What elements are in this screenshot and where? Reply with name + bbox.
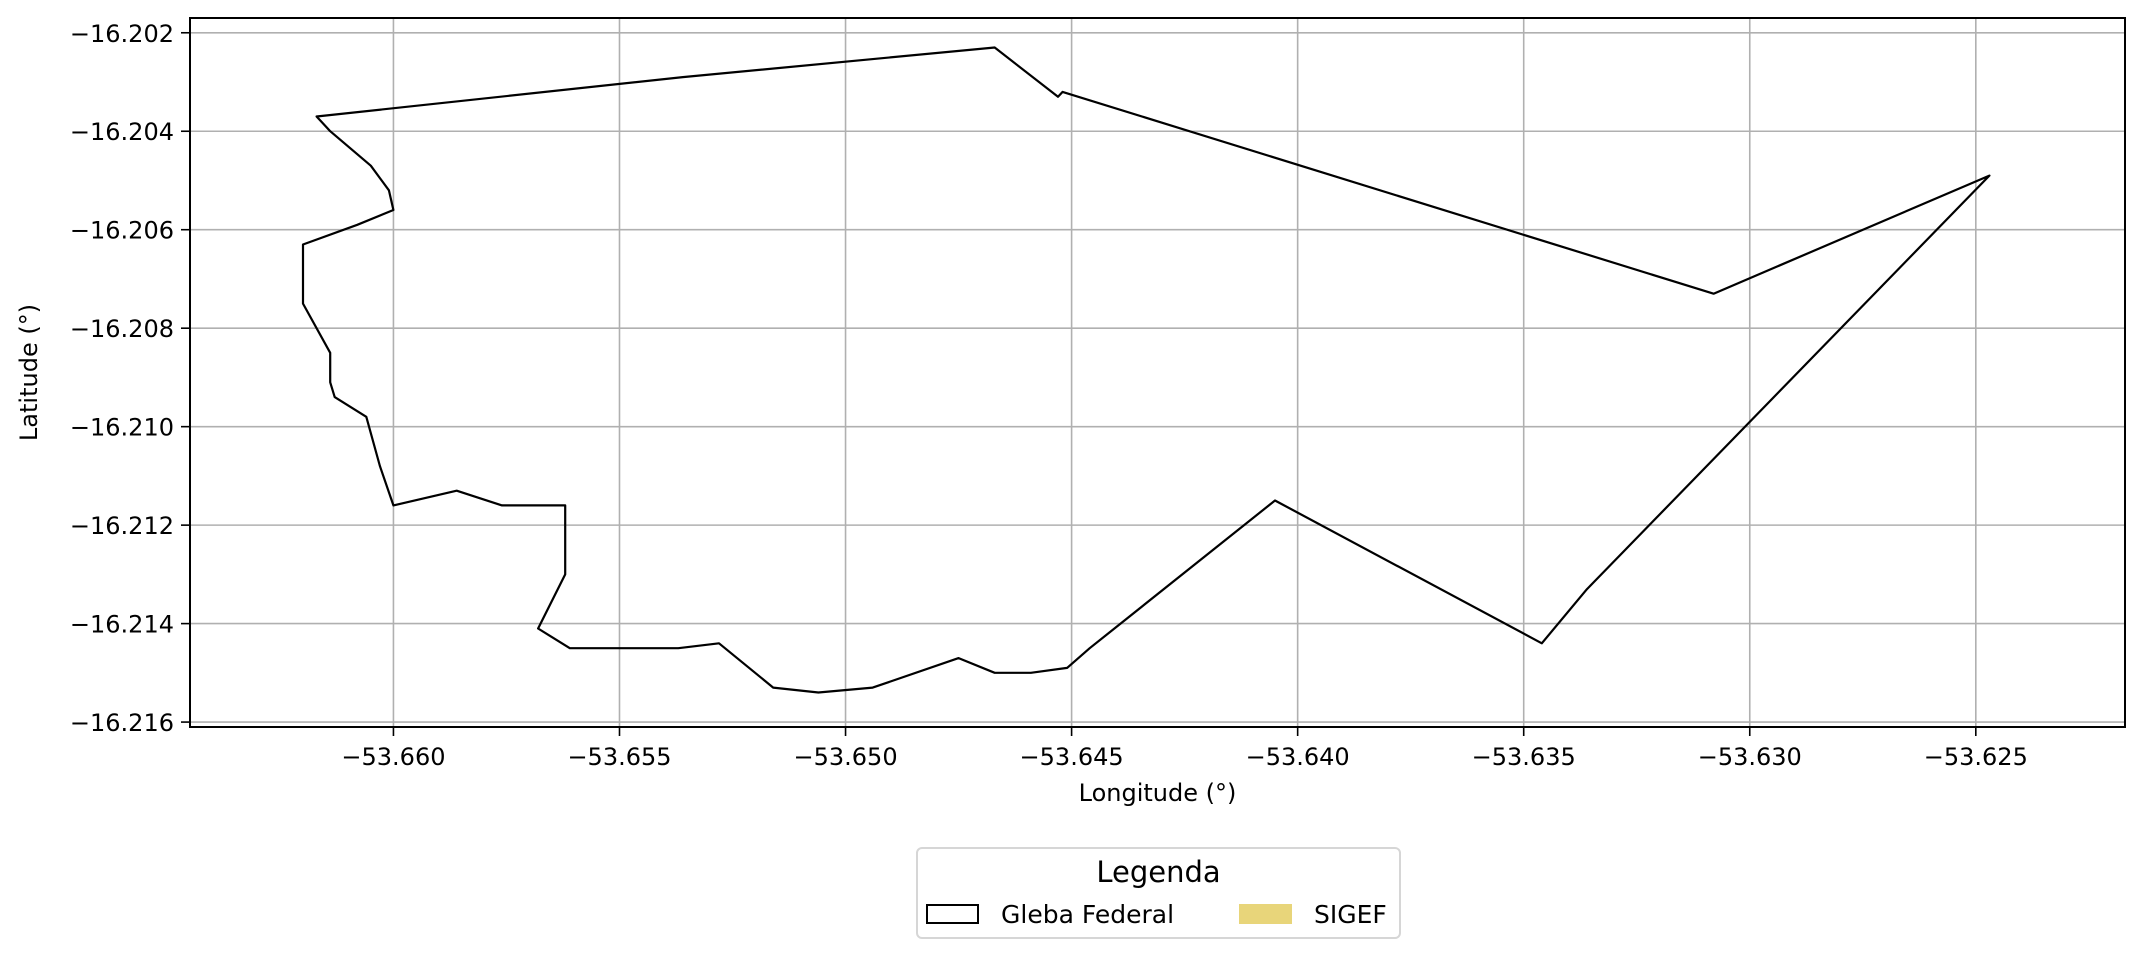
x-tick-label: −53.630 <box>1698 743 1802 771</box>
axes-frame <box>189 17 2126 728</box>
y-tick-label: −16.214 <box>70 611 174 639</box>
legend-swatch-sigef <box>1239 904 1292 924</box>
x-tick-label: −53.655 <box>567 743 671 771</box>
x-tick-label: −53.635 <box>1472 743 1576 771</box>
y-tick-label: −16.216 <box>70 709 174 737</box>
legend-swatch-gleba-federal <box>926 904 979 924</box>
legend-item-sigef: SIGEF <box>1239 899 1387 929</box>
legend-label-gleba-federal: Gleba Federal <box>1001 899 1175 929</box>
x-tick-label: −53.640 <box>1246 743 1350 771</box>
gleba-federal-polygon <box>301 46 1991 694</box>
x-tick-label: −53.645 <box>1020 743 1124 771</box>
y-tick-label: −16.204 <box>70 118 174 146</box>
y-tick-label: −16.202 <box>70 20 174 48</box>
y-tick-label: −16.206 <box>70 217 174 245</box>
y-tick-label: −16.208 <box>70 315 174 343</box>
legend-item-gleba-federal: Gleba Federal <box>926 899 1174 929</box>
y-tick-label: −16.210 <box>70 414 174 442</box>
grid-lines <box>190 18 2125 727</box>
x-axis-label: Longitude (°) <box>1079 779 1237 807</box>
tick-marks <box>181 31 1977 736</box>
x-tick-label: −53.650 <box>794 743 898 771</box>
legend-title: Legenda <box>1096 855 1221 889</box>
y-axis-label: Latitude (°) <box>15 304 43 441</box>
y-tick-label: −16.212 <box>70 512 174 540</box>
x-tick-label: −53.625 <box>1924 743 2028 771</box>
data-layer <box>301 46 1991 694</box>
legend-label-sigef: SIGEF <box>1314 899 1387 929</box>
legend: Legenda Gleba Federal SIGEF <box>916 847 1401 939</box>
x-tick-label: −53.660 <box>341 743 445 771</box>
